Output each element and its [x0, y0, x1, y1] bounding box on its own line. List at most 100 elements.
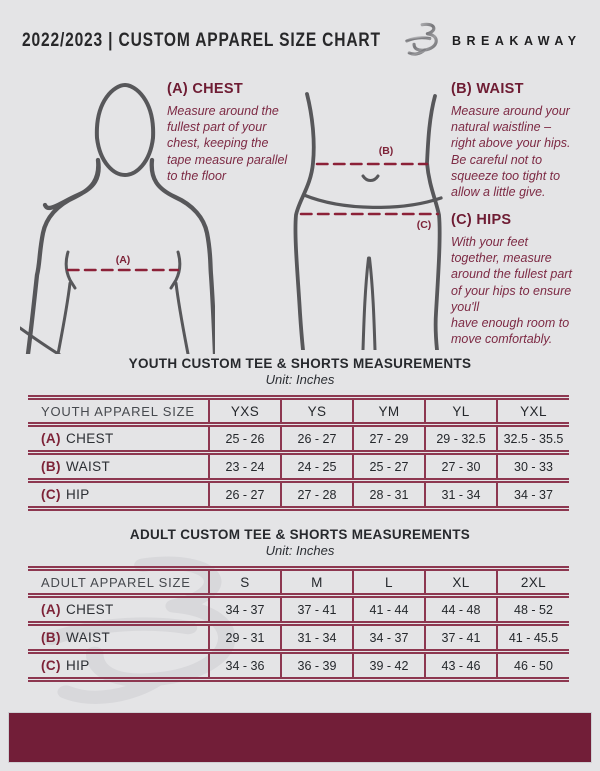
youth-table-title: YOUTH CUSTOM TEE & SHORTS MEASUREMENTS: [128, 356, 472, 371]
row-prefix: (C): [41, 658, 61, 673]
adult-size-table: ADULT APPAREL SIZE S M L XL 2XL (A) CHEST…: [28, 566, 569, 682]
adult-header-row: ADULT APPAREL SIZE S M L XL 2XL: [28, 566, 569, 598]
page-title: 2022/2023 | CUSTOM APPAREL SIZE CHART: [22, 30, 381, 51]
cell-value: 41 - 45.5: [496, 623, 569, 654]
cell-value: 48 - 52: [496, 595, 569, 626]
table-row-waist: (B) WAIST 29 - 31 31 - 34 34 - 37 37 - 41…: [28, 623, 569, 654]
table-row-chest: (A) CHEST 25 - 26 26 - 27 27 - 29 29 - 32…: [28, 424, 569, 455]
row-name: CHEST: [65, 431, 114, 446]
waist-measure-label: (B): [378, 145, 394, 157]
youth-header-row: YOUTH APPAREL SIZE YXS YS YM YL YXL: [28, 395, 569, 427]
adult-size-col-header: ADULT APPAREL SIZE: [28, 566, 209, 598]
waist-guide-text: Measure around your natural waistline – …: [451, 104, 571, 200]
size-header: M: [280, 566, 353, 598]
cell-value: 25 - 27: [352, 452, 425, 483]
row-label: (B) WAIST: [28, 623, 209, 654]
waist-guide: (B) WAIST Measure around your natural wa…: [451, 81, 593, 200]
cell-value: 26 - 27: [280, 424, 353, 455]
row-label: (C) HIP: [28, 480, 209, 511]
cell-value: 39 - 42: [352, 651, 425, 682]
head-outline: [94, 83, 156, 177]
cell-value: 26 - 27: [208, 480, 281, 511]
brand-name: BREAKAWAY: [452, 34, 582, 48]
chest-guide: (A) CHEST Measure around the fullest par…: [167, 81, 309, 184]
table-row-waist: (B) WAIST 23 - 24 24 - 25 25 - 27 27 - 30…: [28, 452, 569, 483]
cell-value: 34 - 36: [208, 651, 281, 682]
row-prefix: (B): [41, 630, 61, 645]
right-torso-leg: [425, 94, 442, 350]
lower-body-figure: [293, 92, 443, 350]
size-header: YXL: [496, 395, 569, 427]
table-row-hip: (C) HIP 26 - 27 27 - 28 28 - 31 31 - 34 3…: [28, 480, 569, 511]
size-header: YM: [352, 395, 425, 427]
youth-size-col-header: YOUTH APPAREL SIZE: [28, 395, 209, 427]
row-label: (A) CHEST: [28, 595, 209, 626]
cell-value: 37 - 41: [424, 623, 497, 654]
size-header: YL: [424, 395, 497, 427]
left-inner-arm: [56, 281, 72, 354]
cell-value: 37 - 41: [280, 595, 353, 626]
cell-value: 36 - 39: [280, 651, 353, 682]
cell-value: 27 - 29: [352, 424, 425, 455]
cell-value: 23 - 24: [208, 452, 281, 483]
hips-measure-label: (C): [416, 219, 432, 231]
size-header: L: [352, 566, 425, 598]
table-row-chest: (A) CHEST 34 - 37 37 - 41 41 - 44 44 - 48…: [28, 595, 569, 626]
row-name: CHEST: [65, 602, 114, 617]
breakaway-logo-icon: [405, 22, 438, 56]
row-prefix: (A): [41, 431, 61, 446]
footer-accent-bar: [8, 712, 592, 763]
youth-size-table: YOUTH APPAREL SIZE YXS YS YM YL YXL (A) C…: [28, 395, 569, 511]
cell-value: 27 - 30: [424, 452, 497, 483]
cell-value: 28 - 31: [352, 480, 425, 511]
row-name: WAIST: [65, 459, 111, 474]
forearm-curve: [20, 326, 62, 354]
adult-table-unit: Unit: Inches: [265, 543, 335, 558]
hips-guide-heading: (C) HIPS: [451, 212, 512, 228]
adult-table-title: ADULT CUSTOM TEE & SHORTS MEASUREMENTS: [129, 527, 471, 542]
cell-value: 34 - 37: [352, 623, 425, 654]
size-header: 2XL: [496, 566, 569, 598]
left-inner-leg: [361, 256, 370, 350]
right-shoulder-arm: [149, 157, 215, 354]
cell-value: 46 - 50: [496, 651, 569, 682]
row-prefix: (B): [41, 459, 61, 474]
row-name: HIP: [65, 658, 90, 673]
chest-guide-text: Measure around the fullest part of your …: [167, 104, 288, 183]
row-label: (C) HIP: [28, 651, 209, 682]
size-header: XL: [424, 566, 497, 598]
table-row-hip: (C) HIP 34 - 36 36 - 39 39 - 42 43 - 46 4…: [28, 651, 569, 682]
left-torso-leg: [293, 92, 316, 350]
youth-table-unit: Unit: Inches: [265, 372, 335, 387]
cell-value: 25 - 26: [208, 424, 281, 455]
waist-guide-heading: (B) WAIST: [451, 81, 524, 97]
size-header: YXS: [208, 395, 281, 427]
navel: [361, 174, 380, 182]
cell-value: 31 - 34: [280, 623, 353, 654]
row-label: (A) CHEST: [28, 424, 209, 455]
cell-value: 34 - 37: [208, 595, 281, 626]
right-inner-arm: [174, 281, 190, 354]
left-chest-line: [64, 250, 77, 290]
right-chest-line: [169, 250, 182, 290]
cell-value: 30 - 33: [496, 452, 569, 483]
size-header: S: [208, 566, 281, 598]
hip-curve: [302, 193, 443, 210]
cell-value: 24 - 25: [280, 452, 353, 483]
chest-measure-label: (A): [115, 254, 131, 266]
hips-guide: (C) HIPS With your feet together, measur…: [451, 212, 599, 347]
cell-value: 31 - 34: [424, 480, 497, 511]
cell-value: 34 - 37: [496, 480, 569, 511]
cell-value: 44 - 48: [424, 595, 497, 626]
row-name: WAIST: [65, 630, 111, 645]
chest-guide-heading: (A) CHEST: [167, 81, 243, 97]
cell-value: 29 - 32.5: [424, 424, 497, 455]
cell-value: 29 - 31: [208, 623, 281, 654]
size-header: YS: [280, 395, 353, 427]
upper-body-figure: [20, 83, 215, 354]
cell-value: 27 - 28: [280, 480, 353, 511]
row-label: (B) WAIST: [28, 452, 209, 483]
right-inner-leg: [368, 256, 377, 350]
left-shoulder-arm: [25, 157, 101, 354]
